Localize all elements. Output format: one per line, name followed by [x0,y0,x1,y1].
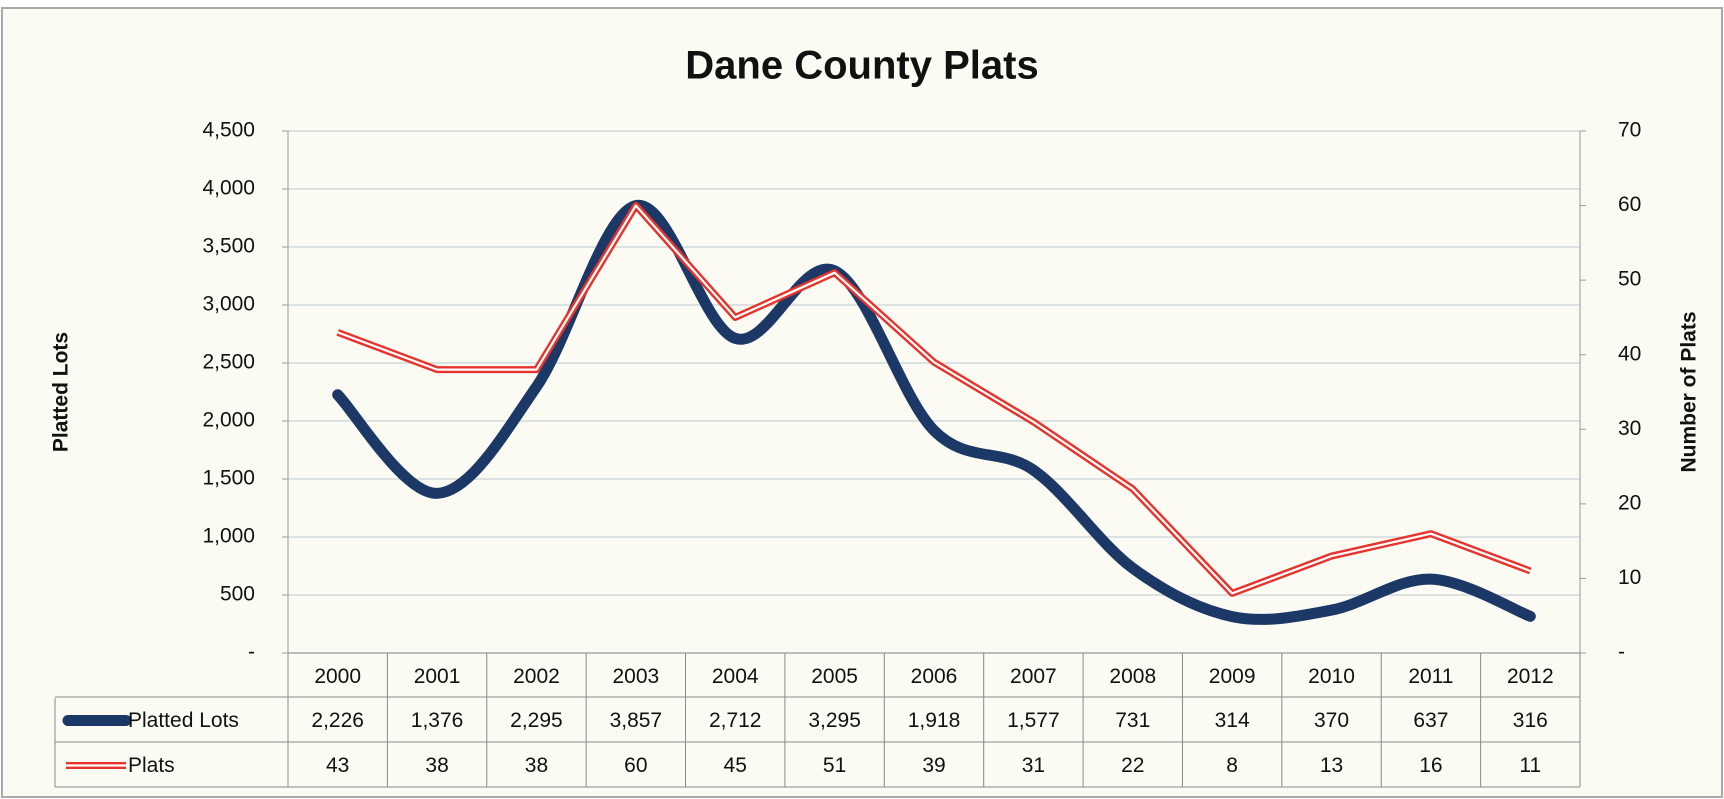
x-tick-label: 2003 [612,665,659,688]
table-value: 1,376 [411,709,464,732]
table-value: 1,918 [908,709,961,732]
table-value: 38 [525,754,548,777]
table-value: 11 [1519,754,1541,777]
y2-tick-label: 20 [1618,491,1641,514]
table-value: 22 [1121,754,1144,777]
y-axis-title: Platted Lots [50,332,73,452]
x-tick-label: 2012 [1507,665,1554,688]
table-value: 60 [624,754,647,777]
y2-tick-label: 50 [1618,268,1641,291]
table-value: 8 [1226,754,1238,777]
table-value: 314 [1215,709,1250,732]
table-value: 316 [1513,709,1548,732]
x-tick-label: 2004 [712,665,759,688]
table-value: 3,295 [808,709,861,732]
table-value: 39 [922,754,945,777]
y2-tick-label: 70 [1618,119,1641,142]
y-tick-label: - [248,641,255,664]
y-tick-label: 500 [220,583,255,606]
y2-tick-label: 30 [1618,417,1641,440]
legend-label: Platted Lots [128,709,239,732]
table-value: 31 [1022,754,1045,777]
y2-tick-label: 40 [1618,342,1641,365]
x-tick-label: 2000 [314,665,361,688]
table-value: 16 [1419,754,1442,777]
x-tick-label: 2010 [1308,665,1355,688]
table-value: 51 [823,754,846,777]
y-tick-label: 2,500 [202,351,255,374]
y-tick-label: 3,500 [202,235,255,258]
table-value: 370 [1314,709,1349,732]
y-tick-label: 1,000 [202,525,255,548]
y-tick-label: 2,000 [202,409,255,432]
table-value: 2,712 [709,709,762,732]
y-tick-label: 1,500 [202,467,255,490]
table-value: 637 [1413,709,1448,732]
chart-background [1,7,1723,798]
y2-tick-label: 10 [1618,566,1641,589]
chart-title: Dane County Plats [685,44,1038,88]
table-value: 13 [1320,754,1343,777]
table-value: 43 [326,754,349,777]
series-line [332,200,1536,625]
table-value: 731 [1115,709,1150,732]
y-tick-label: 4,500 [202,119,255,142]
table-value: 45 [724,754,747,777]
y-tick-label: 3,000 [202,293,255,316]
table-value: 2,226 [311,709,364,732]
x-tick-label: 2011 [1408,665,1453,688]
table-value: 2,295 [510,709,563,732]
y2-axis-title: Number of Plats [1678,311,1701,472]
x-tick-label: 2007 [1010,665,1057,688]
y-tick-label: 4,000 [202,177,255,200]
x-tick-label: 2009 [1209,665,1256,688]
x-tick-label: 2006 [911,665,958,688]
y2-tick-label: 60 [1618,193,1641,216]
table-value: 3,857 [610,709,663,732]
table-value: 38 [425,754,448,777]
x-tick-label: 2002 [513,665,560,688]
table-value: 1,577 [1007,709,1060,732]
x-tick-label: 2005 [811,665,858,688]
x-tick-label: 2008 [1109,665,1156,688]
series-line-inner [337,204,1531,595]
legend-label: Plats [128,754,175,777]
y2-tick-label: - [1618,641,1625,664]
x-tick-label: 2001 [414,665,461,688]
